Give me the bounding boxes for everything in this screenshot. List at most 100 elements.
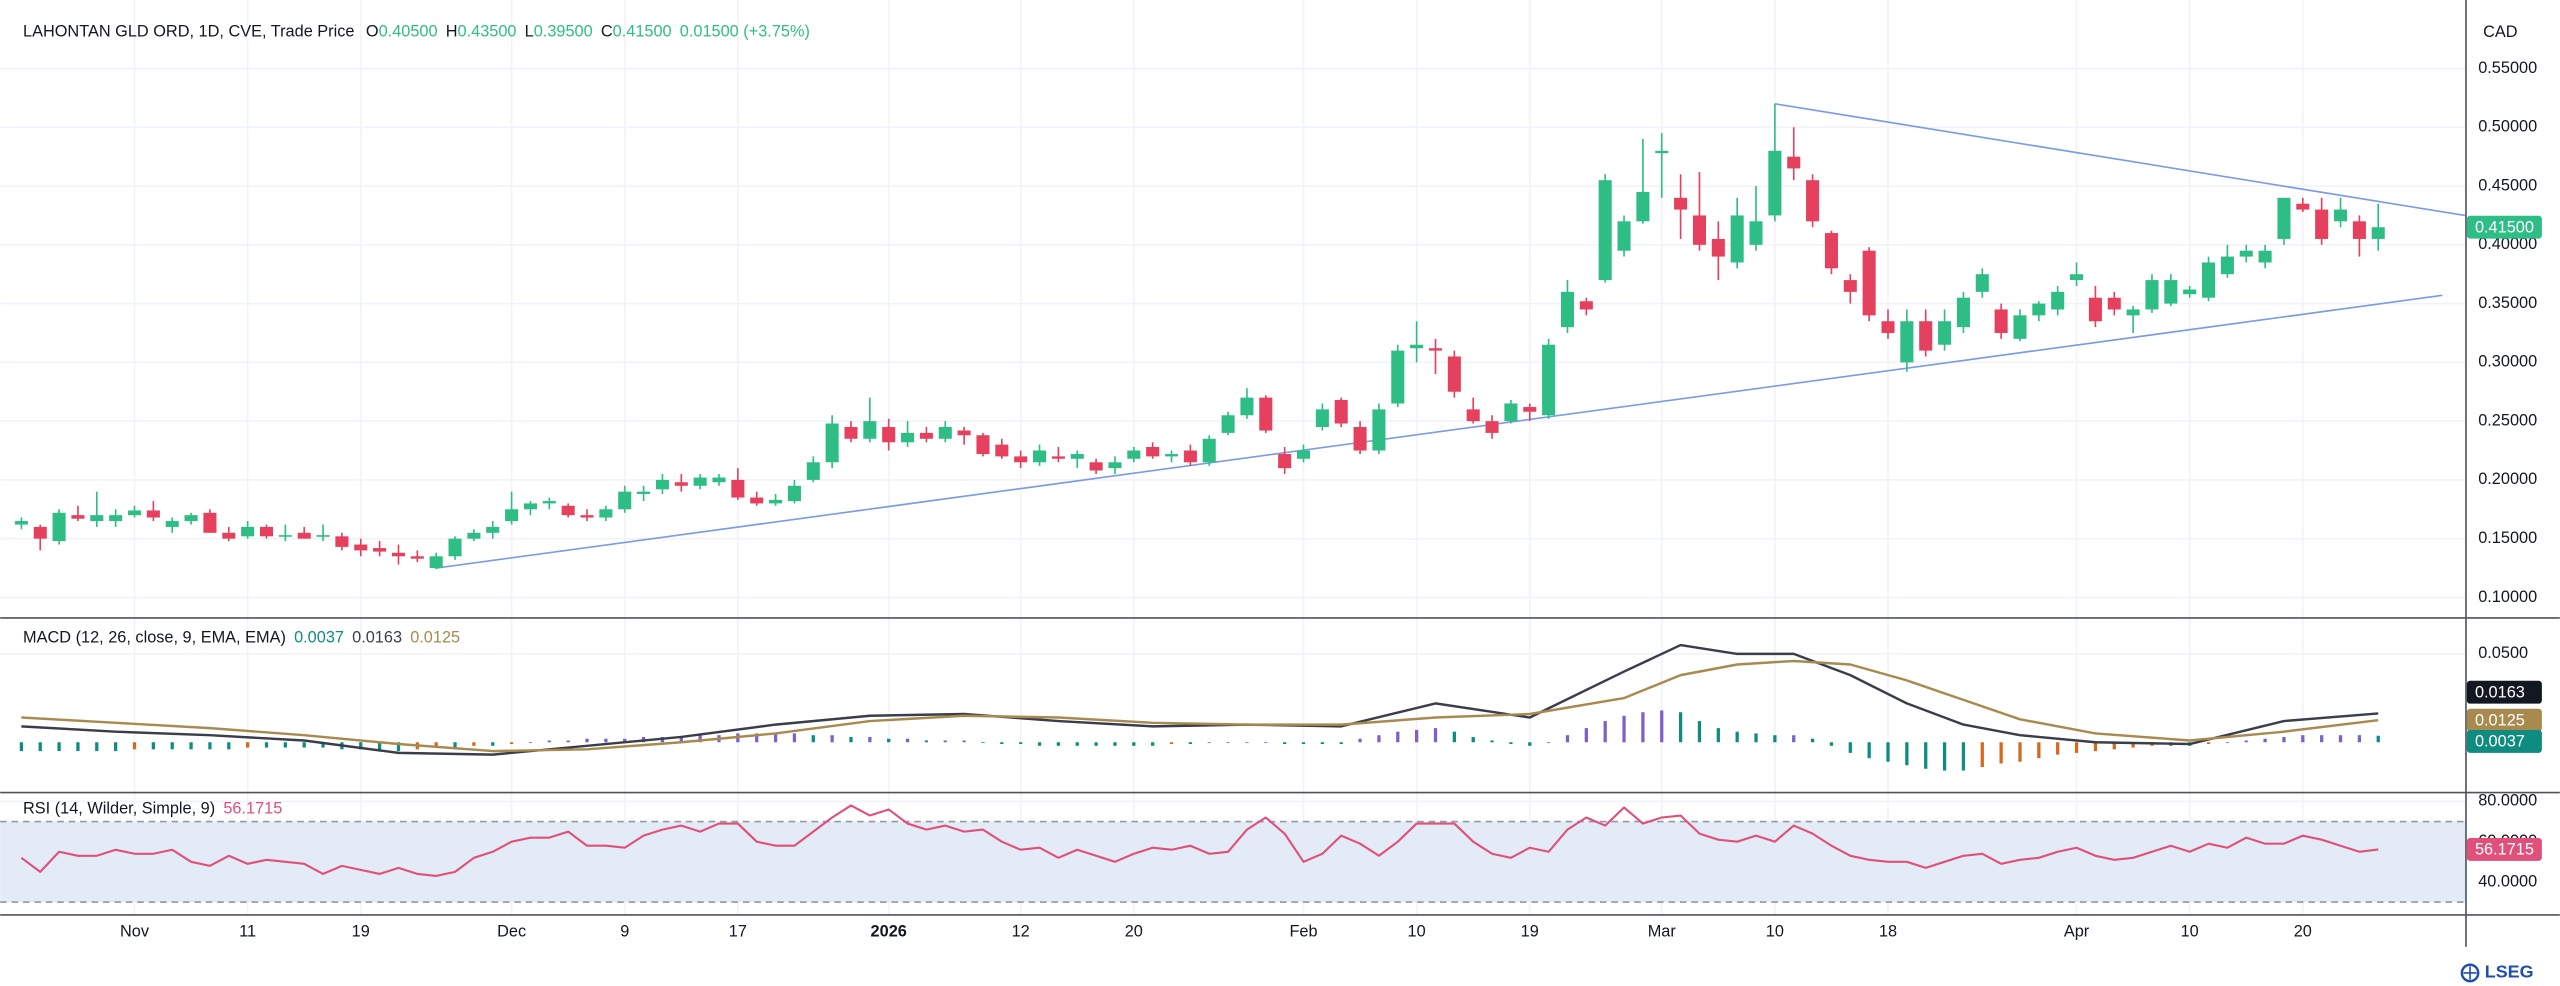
histogram-bar [1942, 742, 1947, 771]
histogram-bar [528, 742, 533, 744]
candle-body [769, 499, 783, 504]
candle-body [486, 526, 500, 533]
logo-text: LSEG [2485, 962, 2534, 982]
candle-body [2202, 262, 2216, 298]
candle-body [1504, 403, 1518, 422]
candle-body [203, 512, 217, 533]
candle-body [109, 515, 123, 522]
candle-body [2013, 315, 2027, 339]
histogram-bar [1490, 740, 1494, 743]
last-value-box [2466, 680, 2542, 704]
histogram-bar [1019, 742, 1023, 745]
histogram-bar [1565, 735, 1570, 743]
histogram-bar [264, 742, 269, 748]
candle-body [1485, 421, 1499, 433]
candle-body [146, 510, 160, 518]
candle-body [637, 491, 651, 495]
candle-body [1787, 156, 1801, 169]
candle-body [1843, 280, 1857, 292]
candle-body [2371, 227, 2385, 239]
candle-body [2220, 256, 2234, 275]
histogram-bar [1207, 742, 1211, 744]
candle-body [1410, 344, 1424, 349]
candle-body [976, 435, 990, 455]
ohlc-key: C [601, 23, 613, 41]
histogram-bar [1754, 733, 1758, 743]
histogram-bar [792, 733, 797, 743]
histogram-bar [1339, 742, 1343, 745]
histogram-bar [491, 742, 495, 746]
histogram-bar [1773, 735, 1777, 743]
x-tick-label: 9 [620, 922, 629, 940]
histogram-bar [2244, 740, 2248, 743]
candle-body [297, 532, 311, 539]
candle-body [674, 482, 688, 486]
last-value-label: 0.41500 [2475, 218, 2534, 236]
histogram-bar [773, 733, 778, 743]
y-tick-label: 0.0500 [2478, 644, 2528, 662]
candle-body [2258, 250, 2272, 263]
x-tick-label: 11 [239, 922, 256, 940]
candle-body [127, 510, 142, 516]
y-tick-label: 0.45000 [2478, 176, 2537, 194]
candle-body [2315, 209, 2329, 239]
histogram-bar [1792, 735, 1796, 743]
histogram-bar [1905, 742, 1909, 766]
candle-body [2164, 280, 2178, 304]
histogram-bar [2093, 742, 2098, 752]
candle-body [241, 526, 255, 537]
candle-body [1994, 309, 2008, 333]
histogram-bar [1151, 742, 1155, 746]
histogram-bar [1377, 735, 1381, 743]
candle-body [1278, 454, 1292, 469]
candle-body [2088, 297, 2102, 322]
candle-body [2032, 303, 2046, 316]
candle-body [1259, 397, 1273, 431]
histogram-bar [1264, 742, 1268, 744]
x-tick-label: 19 [1521, 922, 1539, 940]
chart-title: LAHONTAN GLD ORD, 1D, CVE, Trade Price [23, 23, 354, 41]
candle-body [316, 535, 330, 537]
candle-body [901, 432, 915, 443]
candle-body [354, 544, 368, 551]
indicator-legend: RSI (14, Wilder, Simple, 9) 56.1715 [23, 800, 282, 818]
line-value: 0.0163 [352, 629, 402, 647]
candle-body [1240, 397, 1254, 416]
last-value-box [2466, 708, 2542, 732]
histogram-bar [1678, 712, 1683, 743]
x-tick-label: 10 [1766, 922, 1784, 940]
candle-body [1221, 415, 1235, 433]
x-tick-label: 17 [729, 922, 747, 940]
histogram-bar [2074, 742, 2079, 753]
candle-body [1466, 409, 1480, 422]
histogram-bar [755, 733, 759, 743]
histogram-bar [151, 742, 155, 750]
histogram-bar [981, 742, 985, 744]
histogram-bar [547, 740, 551, 743]
candle-body [919, 432, 933, 439]
histogram-bar [811, 735, 815, 743]
x-tick-label: 10 [1408, 922, 1426, 940]
histogram-bar [1132, 742, 1136, 746]
candle-body [467, 532, 481, 539]
candle-body [580, 515, 594, 518]
histogram-bar [2263, 738, 2267, 743]
histogram-bar [1226, 742, 1230, 744]
candle-body [1730, 215, 1744, 263]
candle-body [222, 532, 236, 539]
candle-body [259, 526, 274, 537]
histogram-bar [1000, 742, 1004, 745]
candle-body [1296, 450, 1311, 459]
histogram-bar [2112, 742, 2116, 750]
candle-body [2126, 309, 2140, 316]
y-tick-label: 0.25000 [2478, 411, 2537, 429]
histogram-bar [359, 742, 363, 750]
histogram-bar [509, 742, 514, 745]
last-value-label: 0.0163 [2475, 683, 2525, 701]
y-tick-label: 0.35000 [2478, 294, 2537, 312]
x-tick-label: 20 [1125, 922, 1143, 940]
x-tick-label: Apr [2064, 922, 2090, 940]
candle-body [938, 427, 952, 439]
candle-body [1334, 399, 1348, 424]
y-tick-label: 40.0000 [2478, 872, 2537, 890]
